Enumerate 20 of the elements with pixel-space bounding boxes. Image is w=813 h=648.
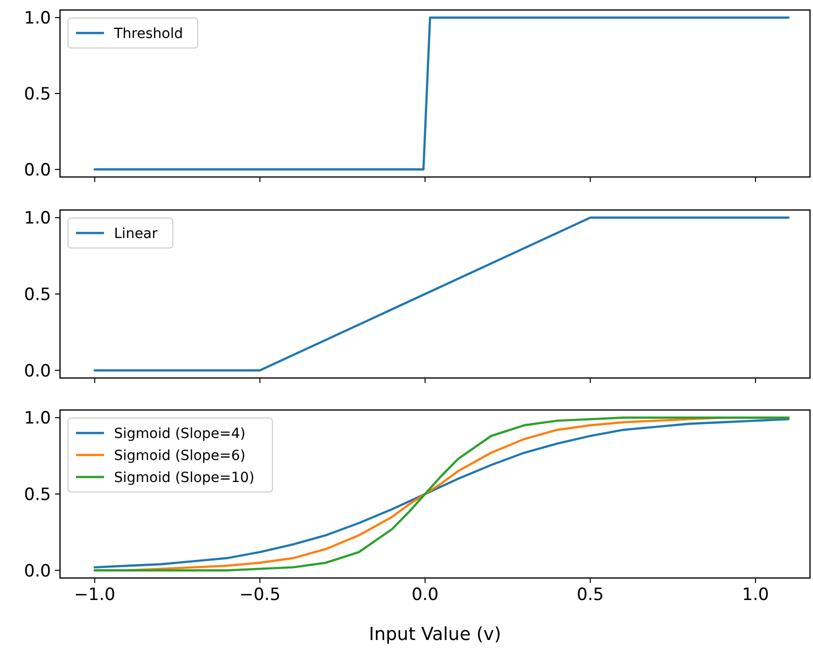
y-tick-label: 1.0 — [24, 408, 51, 429]
legend-label: Sigmoid (Slope=6) — [114, 448, 246, 464]
x-axis-title: Input Value (v) — [368, 624, 502, 645]
x-tick-label: −0.5 — [239, 585, 281, 605]
legend-label: Threshold — [113, 26, 183, 42]
y-tick-label: 0.5 — [24, 84, 51, 104]
x-tick-label: 1.0 — [742, 585, 770, 605]
y-tick-label: 0.0 — [24, 361, 51, 382]
y-tick-label: 0.0 — [24, 160, 51, 180]
x-tick-label: −1.0 — [74, 585, 116, 605]
y-tick-label: 0.5 — [24, 285, 51, 305]
y-tick-label: 0.5 — [24, 485, 51, 505]
x-tick-label: 0.5 — [576, 585, 604, 605]
y-tick-label: 1.0 — [24, 208, 51, 229]
y-tick-label: 0.0 — [24, 561, 51, 582]
legend-label: Sigmoid (Slope=4) — [114, 426, 246, 442]
x-tick-label: 0.0 — [412, 585, 439, 605]
legend-label: Linear — [114, 226, 158, 242]
y-tick-label: 1.0 — [24, 8, 51, 29]
legend-label: Sigmoid (Slope=10) — [114, 470, 254, 486]
